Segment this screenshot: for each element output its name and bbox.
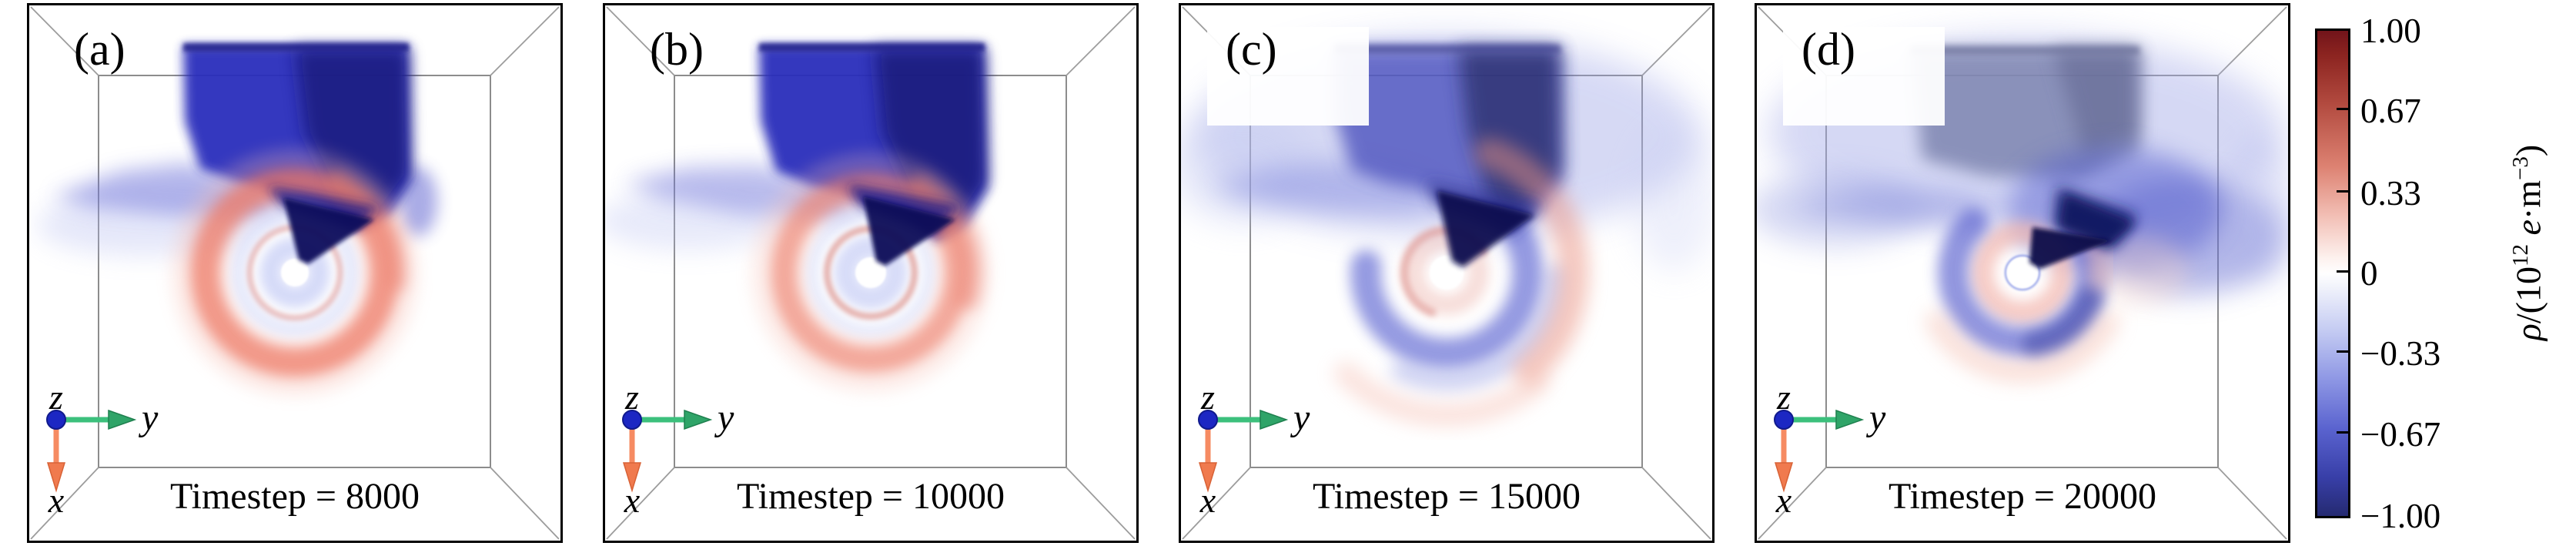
panel-d: (d) z y x Timestep = 20000	[1755, 3, 2290, 543]
axis-label-x: x	[1775, 481, 1792, 520]
y-arrowhead	[108, 409, 137, 430]
timestep-label: Timestep = 20000	[1889, 476, 2156, 517]
panel-c: (c) z y x Timestep = 15000	[1179, 3, 1715, 543]
axis-label-y: y	[142, 397, 159, 438]
density-rendering	[605, 6, 1136, 540]
density-cloud	[605, 43, 990, 392]
x-arrowhead	[46, 462, 66, 493]
colorbar-tick	[2337, 190, 2348, 193]
colorbar-tick-label: 0	[2360, 254, 2378, 293]
z-origin-dot	[1774, 410, 1794, 430]
axis-triad	[1774, 409, 1865, 493]
panel-label: (a)	[74, 24, 125, 75]
unit-part-close: )	[2508, 144, 2548, 157]
axis-label-x: x	[624, 481, 641, 520]
panel-a: (a) z y x Timestep = 8000	[27, 3, 563, 543]
axis-triad	[46, 409, 137, 493]
axis-triad	[622, 409, 713, 493]
axis-label-x: x	[1199, 481, 1216, 520]
panel-label-patch	[1783, 27, 1945, 126]
colorbar-tick	[2337, 350, 2348, 353]
colorbar-tick-label: −0.33	[2360, 334, 2441, 373]
z-origin-dot	[1198, 410, 1218, 430]
timestep-label: Timestep = 8000	[170, 476, 420, 517]
colorbar-tick-label: 0.67	[2360, 92, 2421, 130]
axis-label-y: y	[718, 397, 734, 438]
axis-label-z: z	[1201, 377, 1215, 417]
density-cloud	[37, 43, 437, 396]
x-arrowhead	[1198, 462, 1218, 493]
colorbar-tick-label: −0.67	[2360, 415, 2441, 454]
y-arrowhead	[684, 409, 713, 430]
colorbar-tick-label: −1.00	[2360, 497, 2441, 535]
unit-part-exp: 12	[2508, 244, 2534, 267]
timestep-label: Timestep = 10000	[737, 476, 1005, 517]
colorbar-tick-label: 1.00	[2360, 12, 2421, 50]
z-origin-dot	[46, 410, 66, 430]
axis-label-z: z	[625, 377, 639, 417]
colorbar-gradient	[2315, 28, 2350, 518]
y-arrowhead	[1260, 409, 1289, 430]
unit-part-open: /(10	[2508, 266, 2548, 324]
unit-part-mexp: −3	[2508, 156, 2534, 180]
panel-b: (b) z y x Timestep = 10000	[603, 3, 1139, 543]
panel-label: (c)	[1226, 24, 1277, 75]
x-arrowhead	[622, 462, 642, 493]
unit-part-e: e	[2508, 219, 2548, 245]
z-origin-dot	[622, 410, 642, 430]
panel-label: (d)	[1802, 24, 1855, 75]
axis-label-x: x	[48, 481, 65, 520]
colorbar-unit-label: ρ/(1012 e·m−3)	[2508, 145, 2549, 340]
colorbar-tick-label: 0.33	[2360, 174, 2421, 213]
unit-part-rho: ρ	[2508, 323, 2548, 341]
x-arrowhead	[1774, 462, 1794, 493]
colorbar-tick	[2337, 431, 2348, 434]
panel-label: (b)	[650, 24, 704, 75]
y-arrowhead	[1835, 409, 1865, 430]
colorbar-tick	[2337, 270, 2348, 273]
axis-label-y: y	[1869, 397, 1886, 438]
panel-label-patch	[1207, 27, 1369, 126]
axis-label-z: z	[49, 377, 63, 417]
unit-part-m: ·m	[2508, 179, 2548, 220]
colorbar-tick	[2337, 108, 2348, 110]
axis-label-z: z	[1777, 377, 1791, 417]
axis-triad	[1198, 409, 1289, 493]
timestep-label: Timestep = 15000	[1313, 476, 1581, 517]
axis-label-y: y	[1293, 397, 1310, 438]
density-rendering	[30, 6, 560, 540]
